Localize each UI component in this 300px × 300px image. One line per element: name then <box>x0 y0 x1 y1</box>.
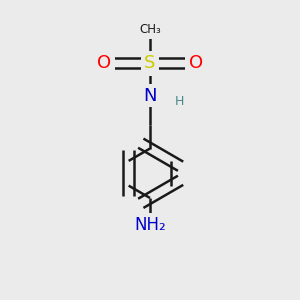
Text: O: O <box>189 54 203 72</box>
Text: N: N <box>143 86 157 104</box>
Text: O: O <box>189 54 203 72</box>
Text: CH₃: CH₃ <box>139 23 161 36</box>
Text: CH₃: CH₃ <box>139 23 161 36</box>
Text: H: H <box>175 95 184 108</box>
Text: NH₂: NH₂ <box>134 216 166 234</box>
Text: S: S <box>144 54 156 72</box>
Text: O: O <box>97 54 111 72</box>
Text: N: N <box>143 86 157 104</box>
Text: H: H <box>175 95 184 108</box>
Text: S: S <box>144 54 156 72</box>
Text: NH₂: NH₂ <box>134 216 166 234</box>
Text: O: O <box>97 54 111 72</box>
